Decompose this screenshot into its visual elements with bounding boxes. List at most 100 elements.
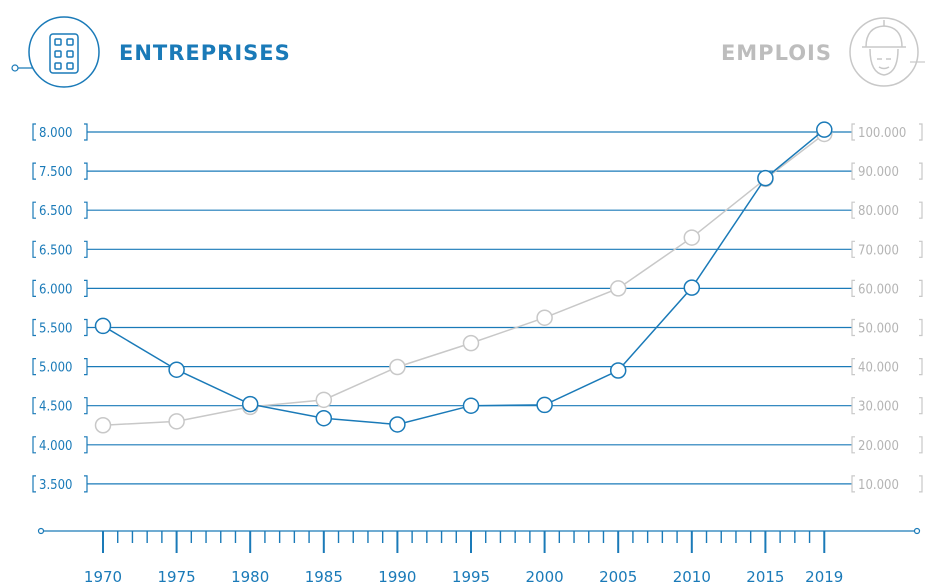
legend-left-circle <box>28 16 100 88</box>
x-axis-start-node <box>37 527 45 535</box>
left-tick-label: 5.000 <box>39 361 72 376</box>
left-tick-bracket <box>32 436 36 454</box>
left-tick-label: 6.500 <box>39 243 72 258</box>
legend-emplois: EMPLOIS <box>721 17 925 87</box>
right-tick-bracket <box>851 162 855 180</box>
left-tick-bracket-end <box>84 318 88 337</box>
left-tick-bracket-end <box>84 279 88 297</box>
right-tick-bracket <box>851 436 855 454</box>
x-tick-label: 2000 <box>526 568 564 585</box>
building-icon <box>49 33 79 74</box>
legend-left-label: ENTREPRISES <box>119 41 291 65</box>
data-point <box>315 391 333 409</box>
data-point <box>241 395 259 413</box>
left-tick-bracket-end <box>84 475 88 493</box>
left-tick-label: 5.500 <box>39 322 72 337</box>
x-tick-label: 1985 <box>305 568 343 585</box>
right-tick-label: 70.000 <box>858 243 899 258</box>
left-tick-label: 8.000 <box>39 126 72 141</box>
left-tick-bracket <box>32 358 36 376</box>
data-point <box>609 362 627 379</box>
left-tick-bracket-end <box>84 436 88 454</box>
x-tick-label: 1970 <box>84 568 122 585</box>
x-tick-label: 1980 <box>231 568 269 585</box>
right-tick-label: 30.000 <box>858 400 899 415</box>
left-tick-label: 4.000 <box>39 439 72 454</box>
right-tick-bracket-end <box>919 279 923 297</box>
series-layer <box>94 121 833 434</box>
left-tick-bracket <box>32 279 36 297</box>
x-tick-label: 2015 <box>746 568 784 585</box>
x-axis: 1970 1975 1980 1985 1990 1995 2000 2005 2010 2015… <box>37 527 921 585</box>
right-tick-bracket <box>851 318 855 337</box>
left-tick-bracket-end <box>84 162 88 180</box>
right-tick-bracket-end <box>919 240 923 258</box>
data-point <box>536 309 553 326</box>
x-tick-label: 1995 <box>452 568 490 585</box>
right-tick-label: 90.000 <box>858 165 899 180</box>
right-tick-bracket <box>851 397 855 415</box>
left-tick-bracket <box>32 123 36 141</box>
data-point <box>609 280 627 297</box>
right-tick-bracket-end <box>919 318 923 337</box>
left-tick-bracket <box>32 318 36 337</box>
legend-left-node <box>11 64 19 72</box>
right-tick-label: 100.000 <box>858 126 906 141</box>
left-tick-label: 7.500 <box>39 165 72 180</box>
data-point <box>536 396 553 414</box>
right-tick-bracket <box>851 358 855 376</box>
x-tick-label: 2019 <box>805 568 843 585</box>
left-tick-bracket <box>32 475 36 493</box>
data-point <box>389 416 406 433</box>
left-tick-bracket <box>32 201 36 219</box>
legend-entreprises: ENTREPRISES <box>11 16 291 88</box>
right-tick-bracket-end <box>919 397 923 415</box>
right-tick-bracket <box>851 240 855 258</box>
data-point <box>315 409 333 427</box>
left-tick-label: 4.500 <box>39 400 72 415</box>
left-tick-bracket-end <box>84 240 88 258</box>
right-tick-label: 40.000 <box>858 361 899 376</box>
data-point <box>757 169 774 187</box>
x-axis-end-node <box>913 527 921 535</box>
data-point <box>462 397 480 414</box>
x-tick-label: 2005 <box>599 568 637 585</box>
right-tick-bracket <box>851 475 855 493</box>
left-tick-bracket-end <box>84 397 88 415</box>
right-tick-label: 20.000 <box>858 439 899 454</box>
right-tick-bracket-end <box>919 358 923 376</box>
left-tick-label: 6.000 <box>39 282 72 297</box>
left-tick-label: 6.500 <box>39 204 72 219</box>
x-tick-label: 2010 <box>673 568 711 585</box>
series-line <box>102 133 825 426</box>
left-tick-bracket <box>32 397 36 415</box>
data-point <box>816 121 833 138</box>
series-emplois <box>94 125 833 434</box>
right-tick-bracket-end <box>919 162 923 180</box>
data-point <box>683 279 701 296</box>
right-tick-bracket-end <box>919 201 923 219</box>
left-axis: 8.000 7.500 6.500 6.500 6.000 5.500 5.000 4.500… <box>32 123 88 493</box>
legend-right-circle <box>849 17 919 87</box>
right-tick-bracket-end <box>919 436 923 454</box>
gridlines <box>87 131 852 485</box>
data-point <box>389 358 406 376</box>
right-tick-bracket <box>851 201 855 219</box>
legend-right-label: EMPLOIS <box>721 41 832 65</box>
series-entreprises <box>94 121 833 433</box>
right-tick-bracket <box>851 279 855 297</box>
data-point <box>94 317 112 335</box>
x-tick-label: 1975 <box>158 568 196 585</box>
left-tick-bracket-end <box>84 123 88 141</box>
right-tick-bracket <box>851 123 855 141</box>
data-point <box>94 417 112 434</box>
data-point <box>168 361 185 378</box>
right-tick-label: 60.000 <box>858 282 899 297</box>
left-tick-label: 3.500 <box>39 478 72 493</box>
right-tick-label: 50.000 <box>858 322 899 337</box>
left-tick-bracket-end <box>84 201 88 219</box>
left-tick-bracket <box>32 162 36 180</box>
right-tick-label: 10.000 <box>858 478 899 493</box>
